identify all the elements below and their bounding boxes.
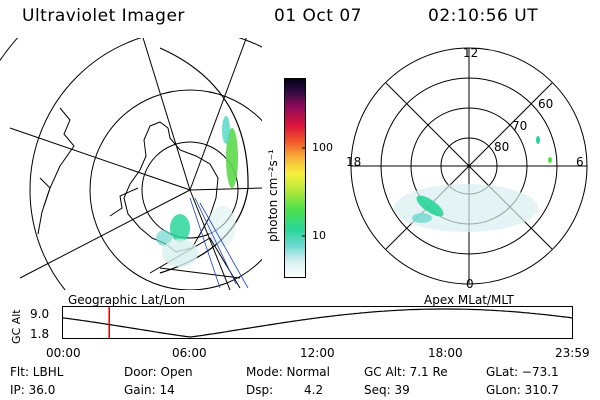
dsp-label: Dsp: [246, 383, 274, 397]
geographic-map [0, 38, 262, 290]
filter-readout: Flt: LBHL [10, 365, 64, 379]
colorbar [284, 78, 306, 278]
dsp-value: 4.2 [304, 383, 324, 397]
xtick-1800: 18:00 [428, 346, 463, 360]
mlat-label-80: 80 [494, 140, 510, 154]
xtick-2359: 23:59 [555, 346, 590, 360]
gcalt-readout: GC Alt: 7.1 Re [364, 365, 448, 379]
mlat-label-70: 70 [512, 119, 528, 133]
door-readout: Door: Open [124, 365, 193, 379]
mlat-label-60: 60 [538, 97, 554, 111]
geographic-label: Geographic Lat/Lon [68, 293, 186, 307]
glat-readout: GLat: −73.1 [486, 365, 559, 379]
colorbar-tick-10: 10 [312, 229, 326, 242]
date-label: 01 Oct 07 [274, 6, 362, 26]
instrument-title: Ultraviolet Imager [22, 6, 185, 26]
altitude-ymax: 9.0 [30, 307, 50, 321]
altitude-ymin: 1.8 [30, 327, 50, 341]
seq-readout: Seq: 39 [364, 383, 410, 397]
mlt-label-0: 0 [466, 277, 474, 291]
colorbar-tick-100: 100 [312, 141, 333, 154]
xtick-0600: 06:00 [172, 346, 207, 360]
altitude-plot [62, 306, 573, 339]
colorbar-label: photon cm⁻²s⁻¹ [266, 149, 280, 242]
gain-readout: Gain: 14 [124, 383, 175, 397]
ip-readout: IP: 36.0 [10, 383, 56, 397]
aurora-emission-left [156, 116, 249, 289]
mlt-label-18: 18 [346, 155, 362, 169]
mlt-label-6: 6 [576, 155, 584, 169]
altitude-ylabel: GC Alt [10, 309, 23, 344]
xtick-0000: 00:00 [46, 346, 81, 360]
apex-polar-map [350, 47, 588, 285]
time-label: 02:10:56 UT [428, 6, 539, 26]
mode-readout: Mode: Normal [246, 365, 330, 379]
aurora-emission-right [394, 136, 552, 232]
mlt-label-12: 12 [463, 46, 479, 60]
xtick-1200: 12:00 [300, 346, 335, 360]
apex-label: Apex MLat/MLT [424, 293, 514, 307]
glon-readout: GLon: 310.7 [486, 383, 559, 397]
